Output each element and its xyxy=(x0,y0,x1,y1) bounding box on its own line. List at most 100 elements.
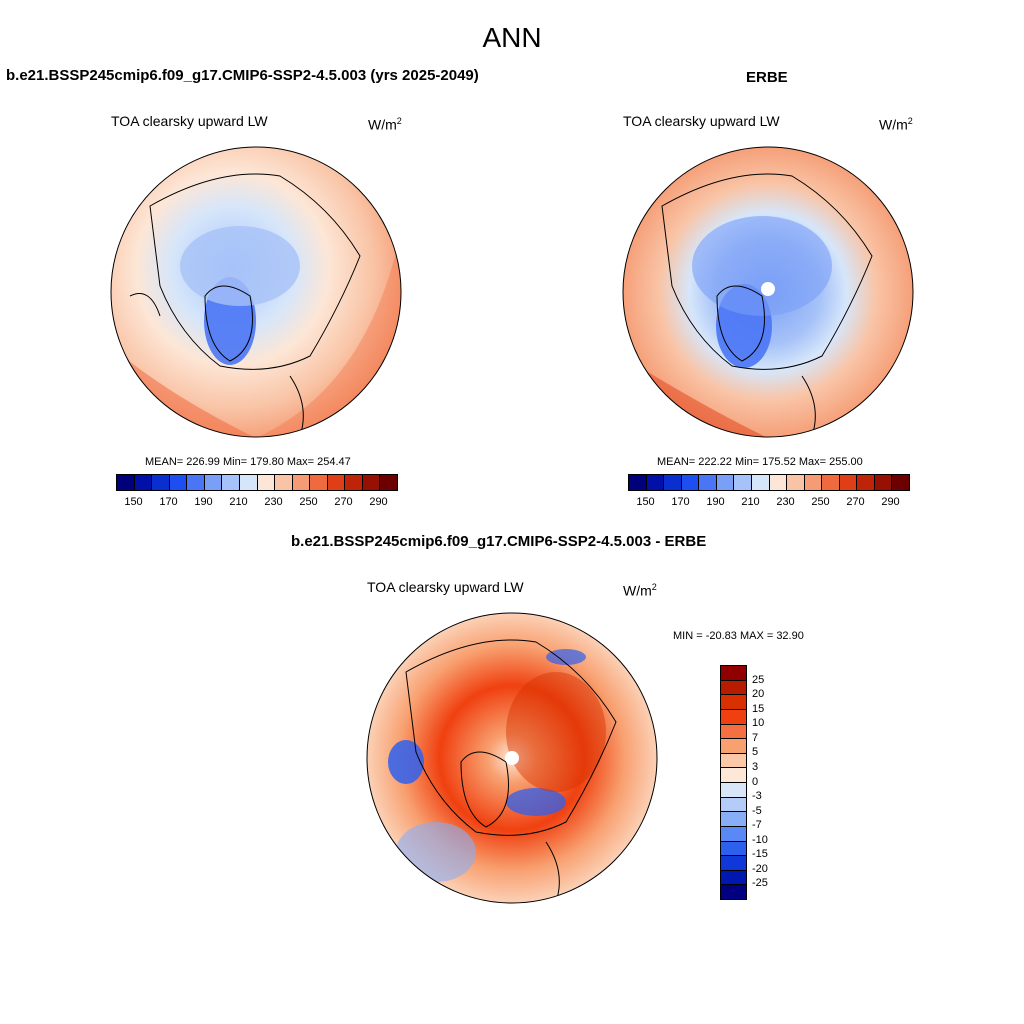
panel1-colorbar-ticks: 150 170 190 210 230 250 270 290 xyxy=(116,496,396,510)
panel2-colorbar-ticks: 150 170 190 210 230 250 270 290 xyxy=(628,496,908,510)
pole-gap xyxy=(761,282,775,296)
colorbar-swatch xyxy=(169,475,188,490)
colorbar-swatch xyxy=(117,475,135,490)
colorbar-swatch xyxy=(134,475,153,490)
colorbar-swatch xyxy=(721,826,746,842)
colorbar-tick-label: 3 xyxy=(752,760,759,773)
colorbar-swatch xyxy=(787,475,805,490)
colorbar-swatch xyxy=(239,475,258,490)
colorbar-tick-label: 290 xyxy=(881,496,900,508)
colorbar-swatch xyxy=(721,797,746,813)
colorbar-tick-label: 190 xyxy=(706,496,725,508)
colorbar-swatch xyxy=(804,475,823,490)
colorbar-tick-label: 150 xyxy=(124,496,143,508)
colorbar-swatch xyxy=(769,475,788,490)
colorbar-swatch xyxy=(721,783,746,798)
colorbar-swatch xyxy=(721,709,746,725)
panel1-title: b.e21.BSSP245cmip6.f09_g17.CMIP6-SSP2-4.… xyxy=(6,67,479,84)
colorbar-swatch xyxy=(646,475,665,490)
colorbar-tick-label: 150 xyxy=(636,496,655,508)
colorbar-swatch xyxy=(721,695,746,710)
colorbar-swatch xyxy=(152,475,170,490)
colorbar-tick-label: -25 xyxy=(752,877,768,890)
colorbar-tick-label: 290 xyxy=(369,496,388,508)
colorbar-swatch xyxy=(721,768,746,783)
colorbar-swatch xyxy=(721,841,746,857)
colorbar-swatch xyxy=(721,680,746,696)
colorbar-swatch xyxy=(721,870,746,886)
panel2-unit-label: W/m2 xyxy=(879,116,913,133)
colorbar-swatch xyxy=(204,475,223,490)
colorbar-swatch xyxy=(892,475,909,490)
colorbar-tick-label: 270 xyxy=(334,496,353,508)
colorbar-swatch xyxy=(629,475,647,490)
colorbar-swatch xyxy=(664,475,682,490)
colorbar-tick-label: 250 xyxy=(811,496,830,508)
colorbar-swatch xyxy=(721,812,746,827)
colorbar-swatch xyxy=(751,475,770,490)
panel3-title: b.e21.BSSP245cmip6.f09_g17.CMIP6-SSP2-4.… xyxy=(291,533,707,550)
pole-gap xyxy=(505,751,519,765)
colorbar-tick-label: -20 xyxy=(752,862,768,875)
colorbar-tick-label: 0 xyxy=(752,775,759,788)
colorbar-tick-label: 7 xyxy=(752,731,759,744)
colorbar-swatch xyxy=(222,475,240,490)
panel2-title: ERBE xyxy=(746,69,788,86)
colorbar-tick-label: 190 xyxy=(194,496,213,508)
colorbar-swatch xyxy=(734,475,752,490)
colorbar-swatch xyxy=(327,475,346,490)
panel3-colorbar-ticks: 25 20 15 10 7 5 3 0 -3 -5 -7 -10 -15 -20 -25 xyxy=(752,665,792,898)
colorbar-tick-label: -10 xyxy=(752,833,768,846)
colorbar-swatch xyxy=(292,475,311,490)
colorbar-tick-label: 10 xyxy=(752,717,765,730)
colorbar-swatch xyxy=(345,475,363,490)
negative-anomaly-region xyxy=(506,788,566,816)
colorbar-swatch xyxy=(681,475,700,490)
panel1-unit-label: W/m2 xyxy=(368,116,402,133)
panel2-colorbar xyxy=(628,474,910,491)
colorbar-swatch xyxy=(275,475,293,490)
panel2-stats: MEAN= 222.22 Min= 175.52 Max= 255.00 xyxy=(657,456,863,468)
colorbar-tick-label: -3 xyxy=(752,790,762,803)
colorbar-swatch xyxy=(187,475,205,490)
colorbar-swatch xyxy=(721,885,746,899)
panel3-variable-label: TOA clearsky upward LW xyxy=(367,579,524,595)
colorbar-tick-label: 210 xyxy=(229,496,248,508)
colorbar-swatch xyxy=(310,475,328,490)
colorbar-tick-label: 210 xyxy=(741,496,760,508)
colorbar-swatch xyxy=(839,475,858,490)
colorbar-swatch xyxy=(257,475,276,490)
colorbar-tick-label: 230 xyxy=(264,496,283,508)
colorbar-tick-label: 15 xyxy=(752,702,765,715)
colorbar-tick-label: 230 xyxy=(776,496,795,508)
negative-anomaly-region xyxy=(388,740,424,784)
colorbar-swatch xyxy=(699,475,717,490)
colorbar-swatch xyxy=(857,475,875,490)
colorbar-tick-label: 5 xyxy=(752,746,759,759)
colorbar-tick-label: 270 xyxy=(846,496,865,508)
panel3-unit-label: W/m2 xyxy=(623,582,657,599)
colorbar-swatch xyxy=(721,666,746,681)
colorbar-swatch xyxy=(362,475,381,490)
colorbar-tick-label: -5 xyxy=(752,804,762,817)
colorbar-swatch xyxy=(874,475,893,490)
panel3-map xyxy=(366,612,658,904)
colorbar-tick-label: 170 xyxy=(671,496,690,508)
panel1-variable-label: TOA clearsky upward LW xyxy=(111,113,268,129)
colorbar-swatch xyxy=(716,475,735,490)
colorbar-swatch xyxy=(380,475,397,490)
colorbar-tick-label: 170 xyxy=(159,496,178,508)
panel2-variable-label: TOA clearsky upward LW xyxy=(623,113,780,129)
colorbar-swatch xyxy=(721,739,746,754)
colorbar-tick-label: 20 xyxy=(752,688,765,701)
panel3-colorbar xyxy=(720,665,747,900)
colorbar-swatch xyxy=(721,724,746,740)
panel3-stats: MIN = -20.83 MAX = 32.90 xyxy=(673,630,804,642)
panel1-stats: MEAN= 226.99 Min= 179.80 Max= 254.47 xyxy=(145,456,351,468)
panel1-map xyxy=(110,146,402,438)
panel1-colorbar xyxy=(116,474,398,491)
colorbar-swatch xyxy=(822,475,840,490)
colorbar-swatch xyxy=(721,753,746,769)
colorbar-tick-label: -15 xyxy=(752,848,768,861)
panel2-map xyxy=(622,146,914,438)
